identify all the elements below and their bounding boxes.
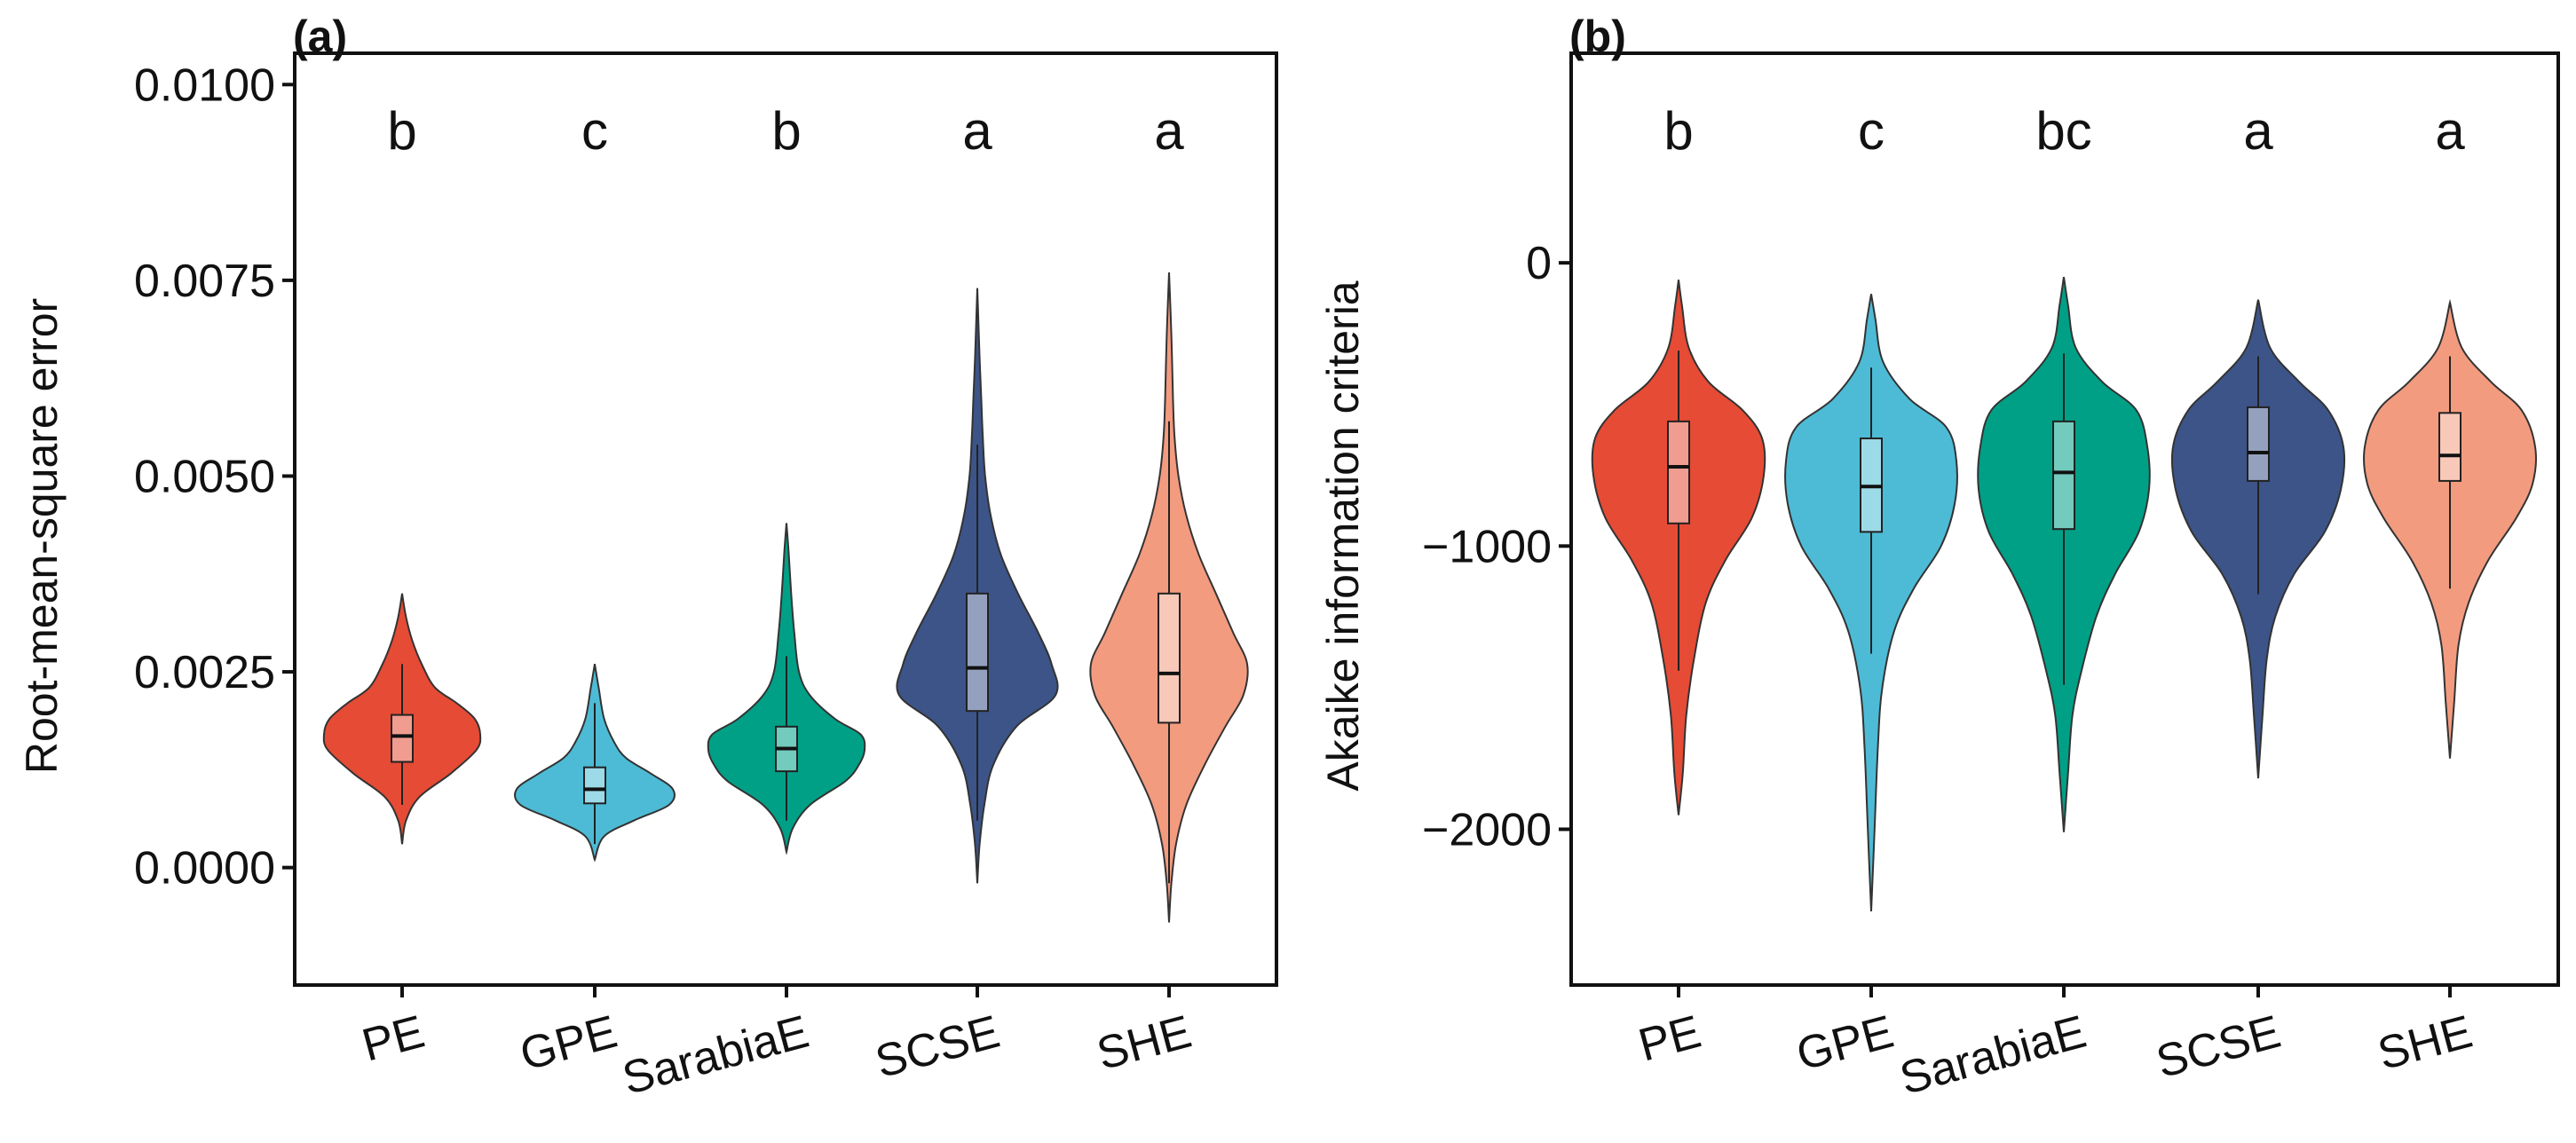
violin-scse [896,288,1059,884]
x-category-label: GPE [515,1006,622,1081]
x-category-label: PE [1633,1006,1706,1072]
violin-scse [2170,299,2346,779]
y-tick-label: 0.0000 [134,843,275,895]
y-tick-label: 0.0050 [134,451,275,502]
violin-gpe [513,664,676,863]
violin-gpe [1784,294,1958,912]
significance-letter: a [1154,101,1184,161]
significance-letter: b [771,101,801,161]
panel-a-y-axis-title: Root-mean-square error [17,298,67,774]
box-iqr [583,766,606,805]
violin-pe [1591,280,1766,816]
y-tick-label: 0.0025 [134,647,275,698]
box-iqr [1667,420,1690,524]
panel-b-y-ticks: −2000 −1000 0 [1422,238,1571,855]
y-tick-label: 0 [1526,238,1552,289]
panel-b: (b) Akaike information criteria −2000−10… [1318,12,2560,1105]
significance-letter: a [2435,101,2465,161]
x-category-label: SarabiaE [1894,1006,2091,1105]
y-tick-label: −2000 [1422,804,1552,855]
panel-a-y-ticks: 0.0000 0.0025 0.0050 0.0075 0.0100 [134,59,295,895]
panel-b-violins [1591,276,2537,912]
violin-sarabiae [1977,276,2151,832]
significance-letter: c [1858,101,1885,161]
x-category-label: SarabiaE [617,1006,814,1105]
box-iqr [2438,412,2461,482]
x-category-label: SHE [2373,1006,2477,1081]
significance-letter: c [581,101,608,161]
violin-she [1089,272,1249,923]
violin-she [2363,298,2537,759]
box-iqr [2052,420,2075,531]
panel-a-violins [322,272,1249,923]
significance-letter: b [387,101,416,161]
x-category-label: SCSE [2151,1006,2286,1089]
box-iqr [1158,592,1181,724]
significance-letter: a [2243,101,2273,161]
y-tick-label: 0.0100 [134,59,275,111]
box-iqr [391,713,414,763]
panel-b-y-axis-title: Akaike information criteria [1318,280,1368,791]
violin-sarabiae [707,523,866,855]
panel-b-plot-frame [1569,51,2560,987]
x-category-label: GPE [1791,1006,1899,1081]
y-tick-label: −1000 [1422,521,1552,572]
y-tick-label: 0.0075 [134,256,275,307]
panel-a-plot-frame [293,51,1278,987]
panel-b-significance-letters: b c bc a a [1663,101,2465,161]
box-iqr [966,592,989,713]
violin-pe [322,593,482,845]
x-category-label: PE [357,1006,430,1072]
box-iqr [2247,406,2270,482]
significance-letter: b [1663,101,1693,161]
x-category-label: SHE [1092,1006,1197,1081]
panel-a: (a) Root-mean-square error 0.00000.00250… [17,12,1278,1105]
x-category-label: SCSE [870,1006,1005,1089]
significance-letter: bc [2035,101,2091,161]
significance-letter: a [962,101,992,161]
